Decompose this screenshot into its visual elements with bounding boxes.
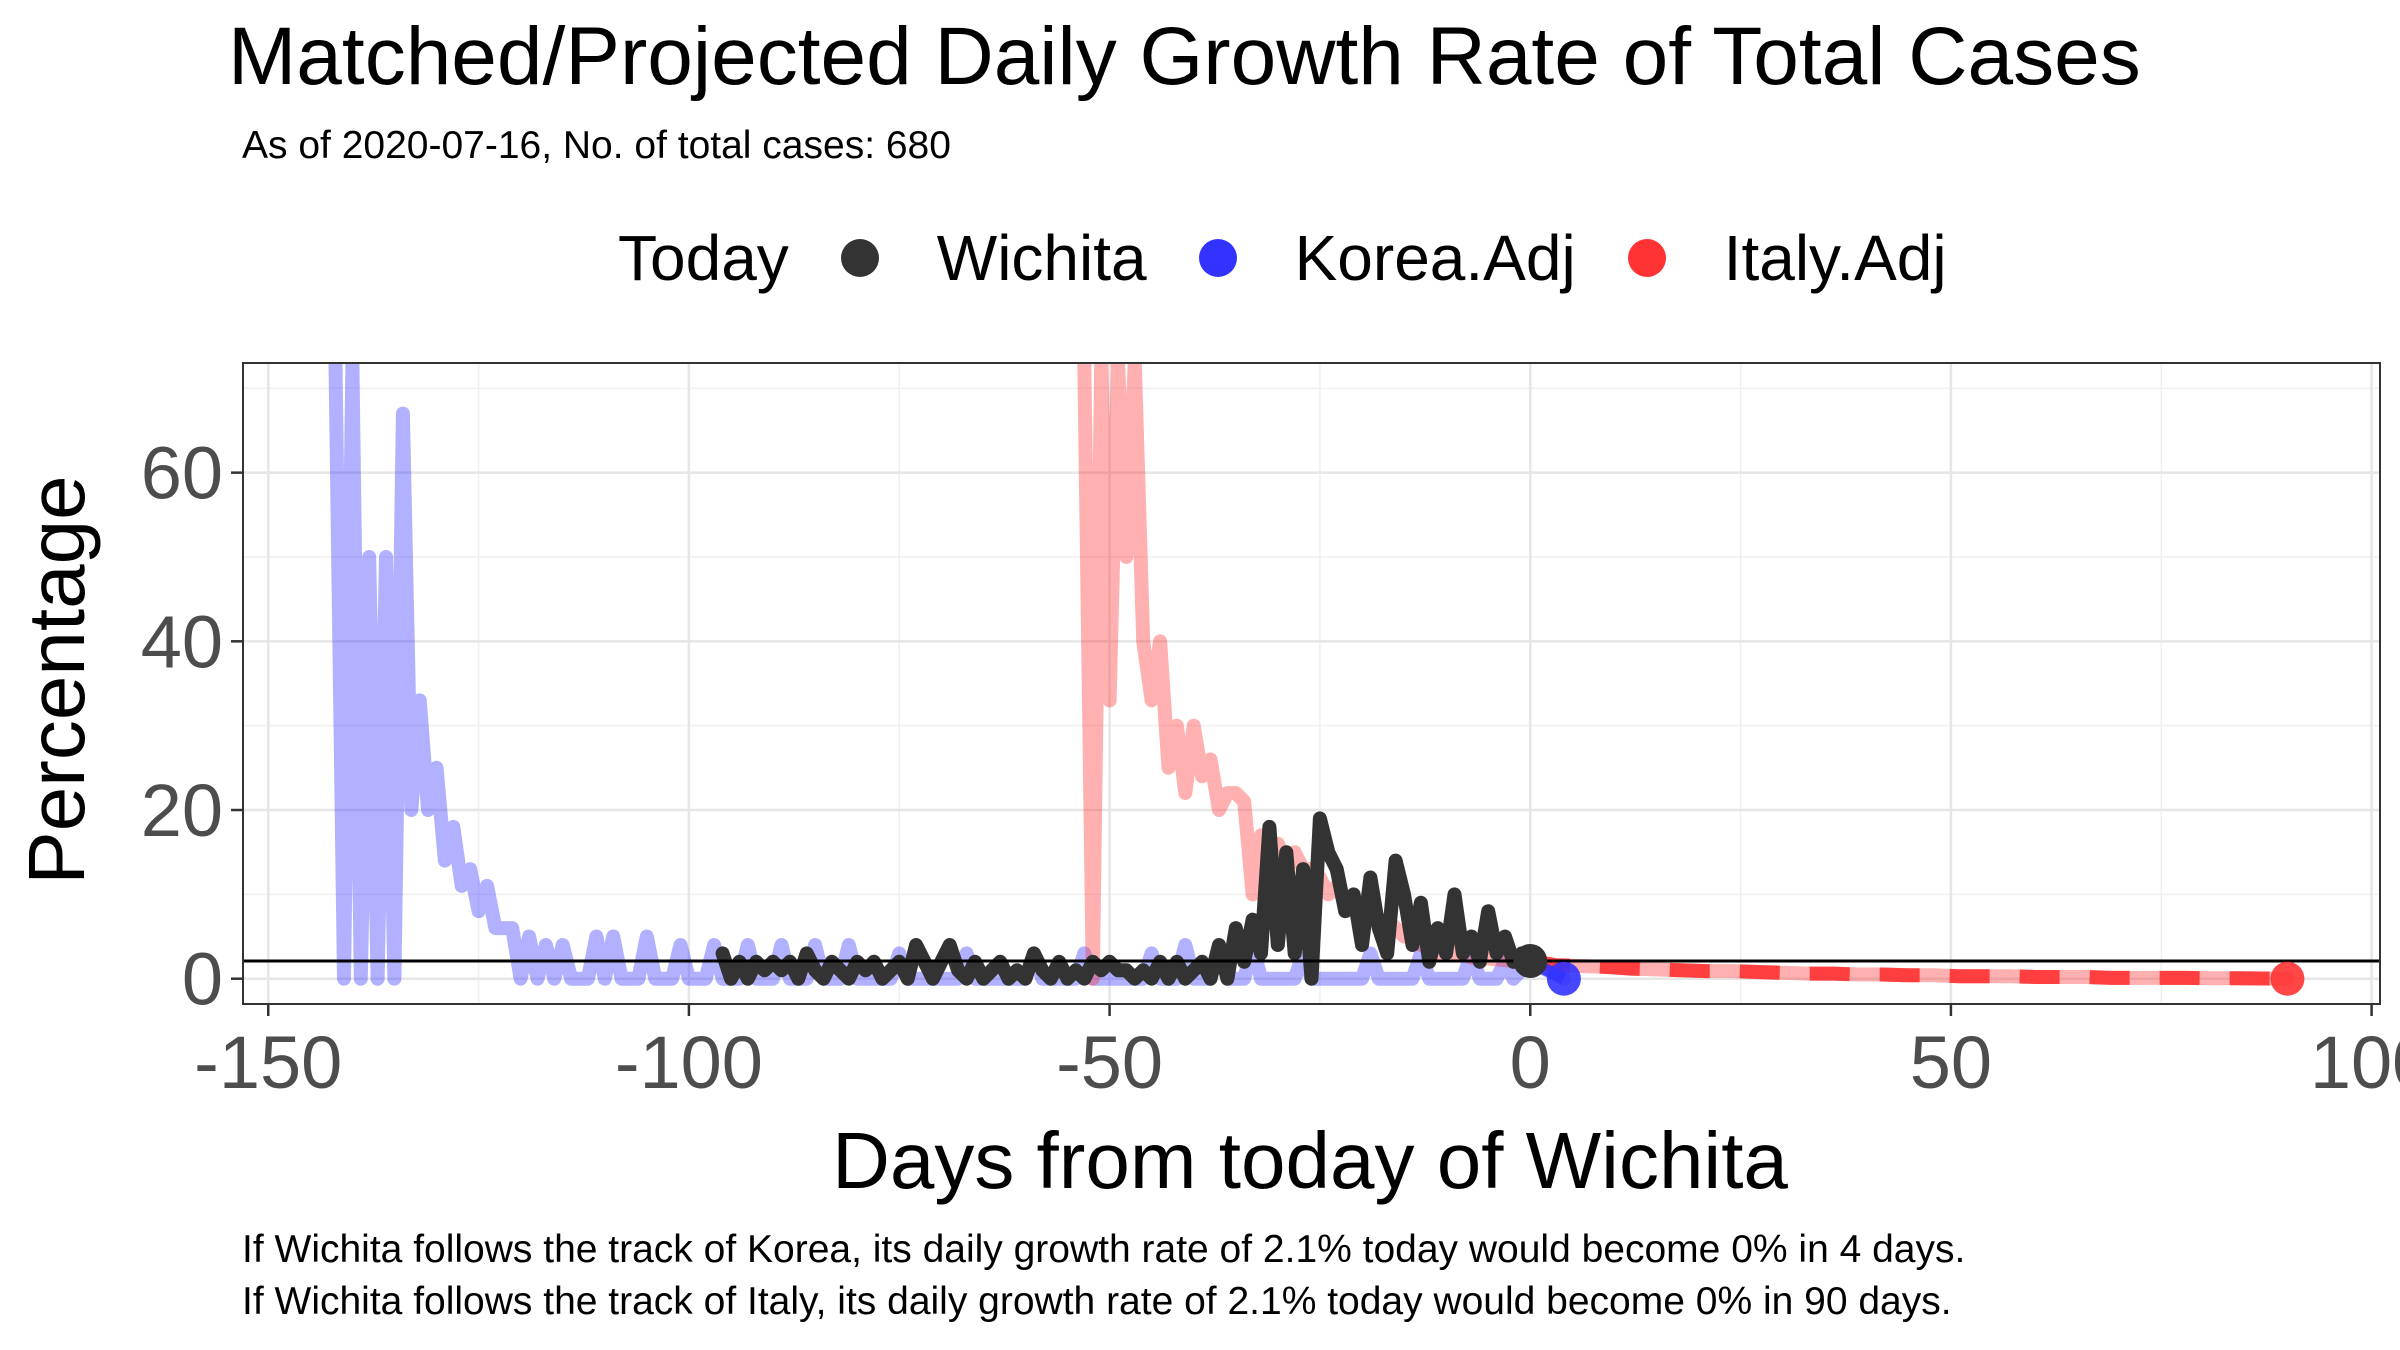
y-tick-label: 40	[141, 600, 223, 683]
y-tick-label: 60	[141, 432, 223, 515]
legend-label-italy: Italy.Adj	[1723, 222, 1947, 294]
y-tick-label: 0	[182, 938, 223, 1021]
x-axis-label: Days from today of Wichita	[832, 1116, 1788, 1205]
legend-title: Today	[618, 222, 789, 294]
legend-item-korea: Korea.Adj	[1198, 221, 1576, 295]
endpoint-marker-wichita	[1513, 943, 1548, 978]
x-tick-label: 100	[2310, 1021, 2400, 1104]
y-axis-label: Percentage	[12, 475, 101, 884]
legend: Today Wichita Korea.Adj Italy.Adj	[618, 218, 1999, 298]
footer-note-italy: If Wichita follows the track of Italy, i…	[242, 1280, 1952, 1323]
plot-panel-border	[242, 362, 2381, 1005]
axes: -150 -100 -50 0 50 100 0 20 40 60	[141, 432, 2400, 1104]
series-line-korea-adj	[328, 363, 1538, 986]
x-tick-label: 0	[1510, 1021, 1551, 1104]
chart-title: Matched/Projected Daily Growth Rate of T…	[228, 11, 2141, 102]
legend-label-wichita: Wichita	[936, 222, 1147, 294]
x-tick-label: -100	[615, 1021, 763, 1104]
x-tick-label: 50	[1910, 1021, 1992, 1104]
endpoint-marker-italy-adj	[2270, 961, 2305, 996]
legend-dot-icon-wichita	[840, 239, 879, 277]
x-tick-label: -150	[194, 1021, 342, 1104]
legend-label-korea: Korea.Adj	[1294, 222, 1576, 294]
legend-item-wichita: Wichita	[840, 221, 1147, 295]
y-tick-label: 20	[141, 769, 223, 852]
legend-dot-icon-korea	[1198, 239, 1237, 277]
x-tick-label: -50	[1056, 1021, 1163, 1104]
projection-dashes-italy-adj	[1529, 954, 2288, 986]
chart-subtitle: As of 2020-07-16, No. of total cases: 68…	[242, 124, 951, 167]
legend-dot-icon-italy	[1627, 239, 1666, 277]
grid-lines	[243, 363, 2380, 1004]
footer-note-korea: If Wichita follows the track of Korea, i…	[242, 1228, 1966, 1271]
endpoint-marker-korea-adj	[1546, 961, 1581, 996]
legend-item-italy: Italy.Adj	[1627, 221, 1947, 295]
data-series	[243, 363, 2380, 996]
